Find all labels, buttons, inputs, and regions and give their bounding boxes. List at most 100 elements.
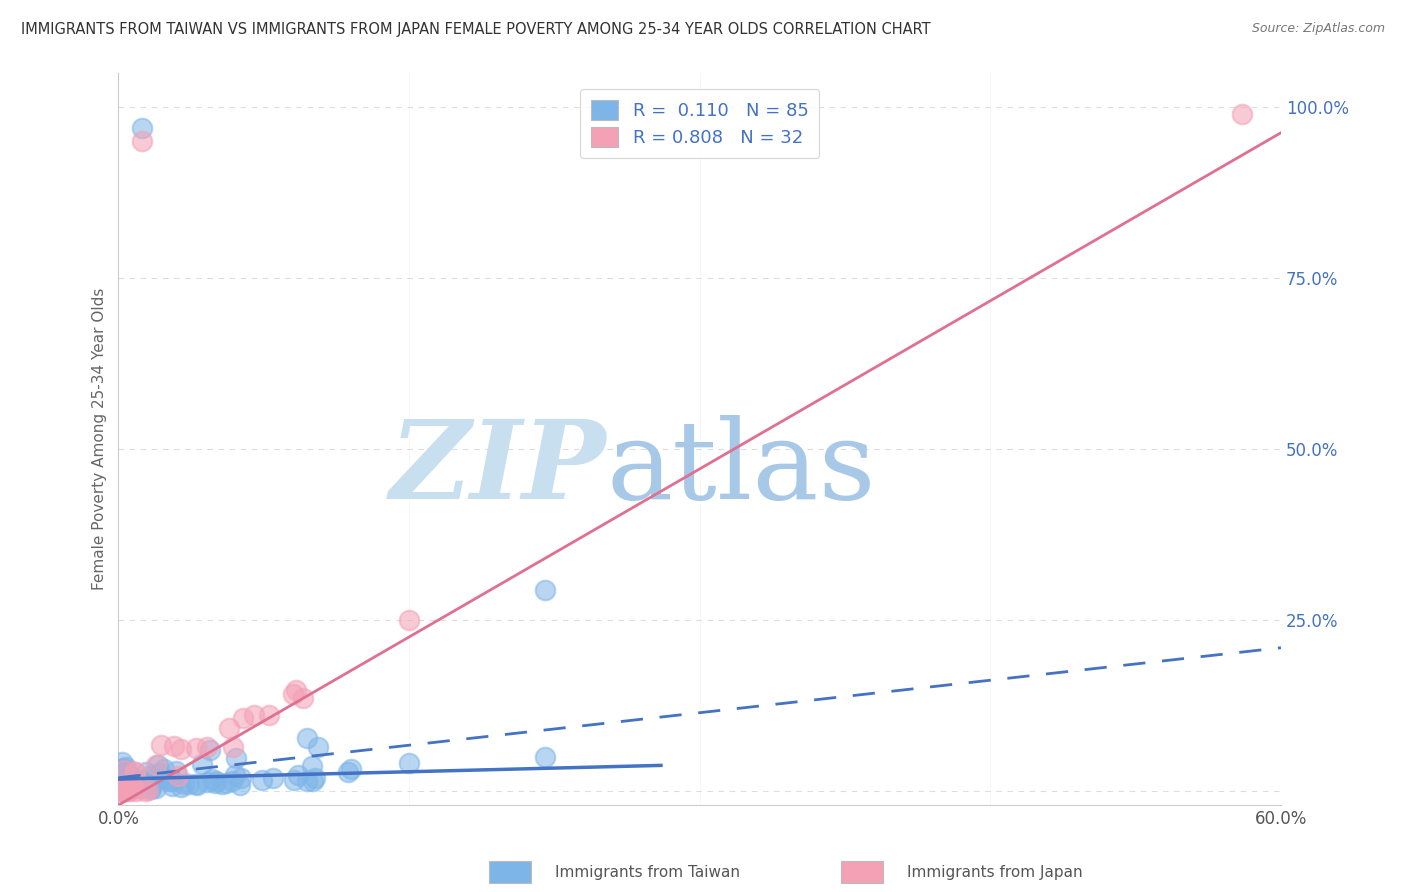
Point: [160, 779, 183, 793]
Point: [131, 135, 153, 149]
Text: IMMIGRANTS FROM TAIWAN VS IMMIGRANTS FROM JAPAN FEMALE POVERTY AMONG 25-34 YEAR : IMMIGRANTS FROM TAIWAN VS IMMIGRANTS FRO…: [21, 22, 931, 37]
Text: Source: ZipAtlas.com: Source: ZipAtlas.com: [1251, 22, 1385, 36]
Point: [163, 739, 186, 753]
Legend: R =  0.110   N = 85, R = 0.808   N = 32: R = 0.110 N = 85, R = 0.808 N = 32: [581, 89, 820, 158]
Point: [112, 783, 135, 797]
Point: [195, 775, 218, 789]
Point: [224, 768, 246, 782]
Point: [145, 781, 167, 796]
Point: [111, 761, 134, 775]
Point: [118, 780, 141, 794]
Y-axis label: Female Poverty Among 25-34 Year Olds: Female Poverty Among 25-34 Year Olds: [93, 288, 107, 591]
Point: [110, 780, 132, 795]
Point: [139, 769, 162, 783]
Point: [204, 776, 226, 790]
Point: [533, 750, 555, 764]
Point: [150, 772, 173, 786]
Text: Immigrants from Japan: Immigrants from Japan: [907, 865, 1083, 880]
Point: [124, 764, 146, 779]
Point: [139, 777, 162, 791]
Point: [111, 755, 134, 769]
Point: [229, 772, 252, 786]
Point: [307, 740, 329, 755]
Point: [121, 778, 143, 792]
Point: [170, 741, 193, 756]
Point: [132, 777, 155, 791]
Point: [114, 769, 136, 783]
Point: [160, 774, 183, 789]
Point: [112, 783, 135, 797]
Point: [167, 769, 190, 783]
Point: [114, 775, 136, 789]
Point: [125, 784, 148, 798]
Point: [108, 762, 131, 776]
Point: [398, 613, 420, 627]
Point: [112, 763, 135, 777]
Text: Immigrants from Taiwan: Immigrants from Taiwan: [555, 865, 741, 880]
Point: [108, 777, 131, 791]
Point: [135, 765, 157, 780]
Point: [148, 765, 170, 780]
Point: [120, 769, 142, 783]
Point: [110, 780, 132, 795]
Point: [128, 781, 150, 796]
Point: [134, 776, 156, 790]
Point: [128, 780, 150, 794]
Point: [115, 759, 138, 773]
Point: [118, 784, 141, 798]
Point: [243, 707, 266, 722]
Point: [222, 739, 245, 754]
Point: [195, 739, 218, 754]
Point: [120, 783, 142, 797]
Point: [211, 777, 233, 791]
Point: [131, 775, 153, 789]
Point: [114, 783, 136, 797]
Point: [304, 771, 326, 785]
Point: [141, 782, 163, 797]
Point: [184, 777, 207, 791]
Point: [1232, 107, 1254, 121]
Point: [115, 784, 138, 798]
Point: [225, 751, 247, 765]
Text: atlas: atlas: [607, 415, 876, 522]
Point: [115, 780, 138, 794]
Point: [148, 757, 170, 772]
Point: [120, 778, 142, 792]
Point: [132, 780, 155, 794]
Point: [533, 582, 555, 597]
Point: [295, 773, 318, 788]
Point: [301, 759, 323, 773]
Point: [232, 711, 254, 725]
Point: [111, 763, 134, 777]
Point: [221, 773, 243, 788]
Point: [398, 756, 420, 770]
Point: [257, 707, 280, 722]
Point: [124, 764, 146, 779]
Point: [198, 743, 221, 757]
Point: [229, 778, 252, 792]
Point: [283, 773, 305, 788]
Point: [292, 690, 315, 705]
Point: [186, 778, 208, 792]
Point: [150, 738, 173, 752]
Point: [177, 777, 200, 791]
Point: [136, 783, 159, 797]
Point: [121, 780, 143, 795]
Point: [139, 781, 162, 796]
Point: [131, 120, 153, 135]
Point: [295, 731, 318, 745]
Point: [173, 777, 195, 791]
Point: [139, 772, 162, 787]
Point: [218, 721, 240, 735]
Point: [134, 784, 156, 798]
Point: [120, 773, 142, 788]
Point: [114, 784, 136, 798]
Point: [127, 776, 149, 790]
Point: [165, 764, 187, 779]
Point: [108, 784, 131, 798]
Point: [201, 772, 224, 787]
Point: [287, 768, 309, 782]
Point: [184, 740, 207, 755]
Point: [191, 756, 214, 771]
Text: ZIP: ZIP: [389, 415, 607, 522]
